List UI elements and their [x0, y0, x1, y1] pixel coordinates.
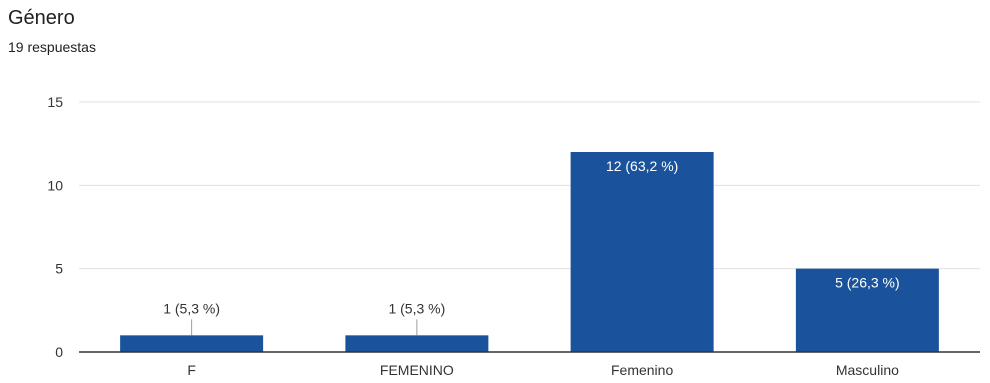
response-count: 19 respuestas	[8, 39, 96, 55]
x-tick-label: FEMENINO	[380, 362, 454, 378]
bar-f	[120, 335, 264, 352]
bar-femenino	[570, 152, 714, 352]
x-tick-label: Femenino	[611, 362, 673, 378]
y-tick-label: 15	[47, 94, 63, 110]
data-label: 1 (5,3 %)	[163, 300, 220, 316]
y-tick-label: 10	[47, 177, 63, 193]
chart-title: Género	[8, 7, 75, 29]
data-label: 12 (63,2 %)	[606, 158, 678, 174]
bar-masculino	[795, 268, 939, 352]
data-label: 1 (5,3 %)	[388, 300, 445, 316]
x-tick-label: F	[187, 362, 196, 378]
y-tick-label: 0	[55, 344, 63, 360]
y-tick-label: 5	[55, 261, 63, 277]
data-label: 5 (26,3 %)	[835, 275, 900, 291]
x-tick-label: Masculino	[836, 362, 899, 378]
bar-femenino	[345, 335, 489, 352]
